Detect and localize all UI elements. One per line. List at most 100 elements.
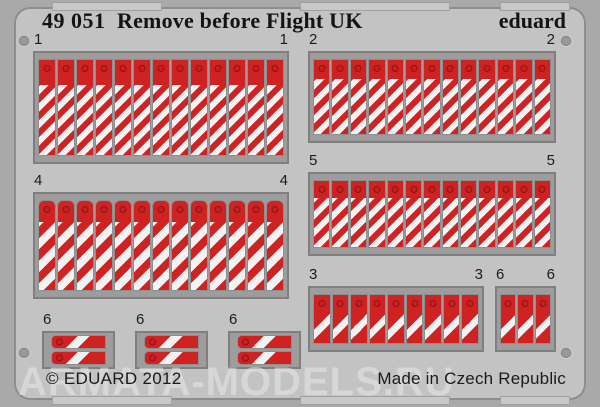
etch-part-3 <box>462 295 478 343</box>
grommet-hole-icon <box>271 206 279 213</box>
warning-stripes <box>314 198 330 247</box>
warning-stripes <box>96 222 112 290</box>
sheet-title: Remove before Flight UK <box>117 8 363 33</box>
warning-stripes <box>406 309 423 343</box>
warning-stripes <box>39 84 55 155</box>
etch-part-2 <box>369 60 385 134</box>
warning-stripes <box>516 198 532 247</box>
warning-stripes <box>350 198 367 247</box>
warning-stripes <box>52 352 105 364</box>
etch-part-2 <box>350 60 367 134</box>
warning-stripes <box>229 84 245 155</box>
grommet-hole-icon <box>373 65 381 72</box>
group-number-right: 1 <box>279 31 288 48</box>
etch-part-2 <box>461 60 477 134</box>
grommet-hole-icon <box>373 300 381 307</box>
etch-part-5 <box>516 181 532 247</box>
grommet-hole-icon <box>354 65 362 72</box>
etch-part-5 <box>479 181 495 247</box>
etch-part-1 <box>229 60 245 155</box>
grommet-hole-icon <box>336 300 344 307</box>
warning-stripes <box>153 222 169 290</box>
warning-stripes <box>172 222 188 290</box>
warning-stripes <box>479 198 495 247</box>
warning-stripes <box>134 84 150 155</box>
etch-part-5 <box>424 181 440 247</box>
warning-stripes <box>497 198 514 247</box>
etch-part-4 <box>77 201 93 290</box>
etch-part-2 <box>314 60 330 134</box>
group-number-left: 4 <box>34 172 43 189</box>
grommet-hole-icon <box>81 65 89 72</box>
grommet-hole-icon <box>391 65 399 72</box>
warning-stripes <box>145 336 198 348</box>
grommet-hole-icon <box>214 65 222 72</box>
warning-stripes <box>210 84 226 155</box>
warning-stripes <box>153 84 169 155</box>
group-number-left: 6 <box>43 311 52 328</box>
etch-part-1 <box>96 60 112 155</box>
etch-part-3 <box>388 295 404 343</box>
grommet-hole-icon <box>428 186 436 193</box>
etch-part-5 <box>387 181 403 247</box>
warning-stripes <box>462 309 478 343</box>
grommet-hole-icon <box>252 206 260 213</box>
grommet-hole-icon <box>410 186 418 193</box>
grommet-hole-icon <box>465 186 473 193</box>
sprue-notch-bottom-2 <box>300 396 450 405</box>
warning-stripes <box>58 222 74 290</box>
grommet-hole-icon <box>62 65 70 72</box>
grommet-hole-icon <box>336 186 344 193</box>
etch-part-2 <box>405 60 422 134</box>
group-number-right: 2 <box>546 31 555 48</box>
grommet-hole-icon <box>520 65 528 72</box>
etch-part-1 <box>210 60 226 155</box>
grommet-hole-icon <box>176 206 184 213</box>
group-number-right: 5 <box>546 152 555 169</box>
etch-part-5 <box>534 181 550 247</box>
grommet-hole-icon <box>466 300 474 307</box>
etch-part-3 <box>314 295 330 343</box>
warning-stripes <box>369 309 386 343</box>
etch-part-6 <box>145 336 198 348</box>
warning-stripes <box>497 79 514 134</box>
etch-part-1 <box>39 60 55 155</box>
etch-part-1 <box>77 60 93 155</box>
grommet-hole-icon <box>62 206 70 213</box>
grommet-hole-icon <box>242 338 249 346</box>
warning-stripes <box>134 222 150 290</box>
warning-stripes <box>516 79 532 134</box>
warning-stripes <box>518 309 533 343</box>
grommet-hole-icon <box>465 65 473 72</box>
warning-stripes <box>461 79 477 134</box>
grommet-hole-icon <box>157 65 165 72</box>
etch-part-4 <box>210 201 226 290</box>
etch-part-4 <box>267 201 283 290</box>
grommet-hole-icon <box>538 65 546 72</box>
parts-group-group-6-c: 6 <box>228 312 301 369</box>
warning-stripes <box>351 309 367 343</box>
warning-stripes <box>388 309 404 343</box>
etch-part-2 <box>442 60 459 134</box>
warning-stripes <box>115 84 131 155</box>
etch-part-5 <box>405 181 422 247</box>
warning-stripes <box>387 79 403 134</box>
grommet-hole-icon <box>195 65 203 72</box>
grommet-hole-icon <box>233 206 241 213</box>
grommet-hole-icon <box>538 186 546 193</box>
warning-stripes <box>77 222 93 290</box>
warning-stripes <box>424 198 440 247</box>
warning-stripes <box>314 309 330 343</box>
etch-part-1 <box>115 60 131 155</box>
grommet-hole-icon <box>214 206 222 213</box>
etch-part-1 <box>58 60 74 155</box>
etch-part-5 <box>314 181 330 247</box>
etch-part-2 <box>332 60 348 134</box>
warning-stripes <box>442 198 459 247</box>
etch-part-3 <box>351 295 367 343</box>
grommet-hole-icon <box>233 65 241 72</box>
sprue-notch-top-2 <box>300 2 450 11</box>
grommet-hole-icon <box>100 206 108 213</box>
